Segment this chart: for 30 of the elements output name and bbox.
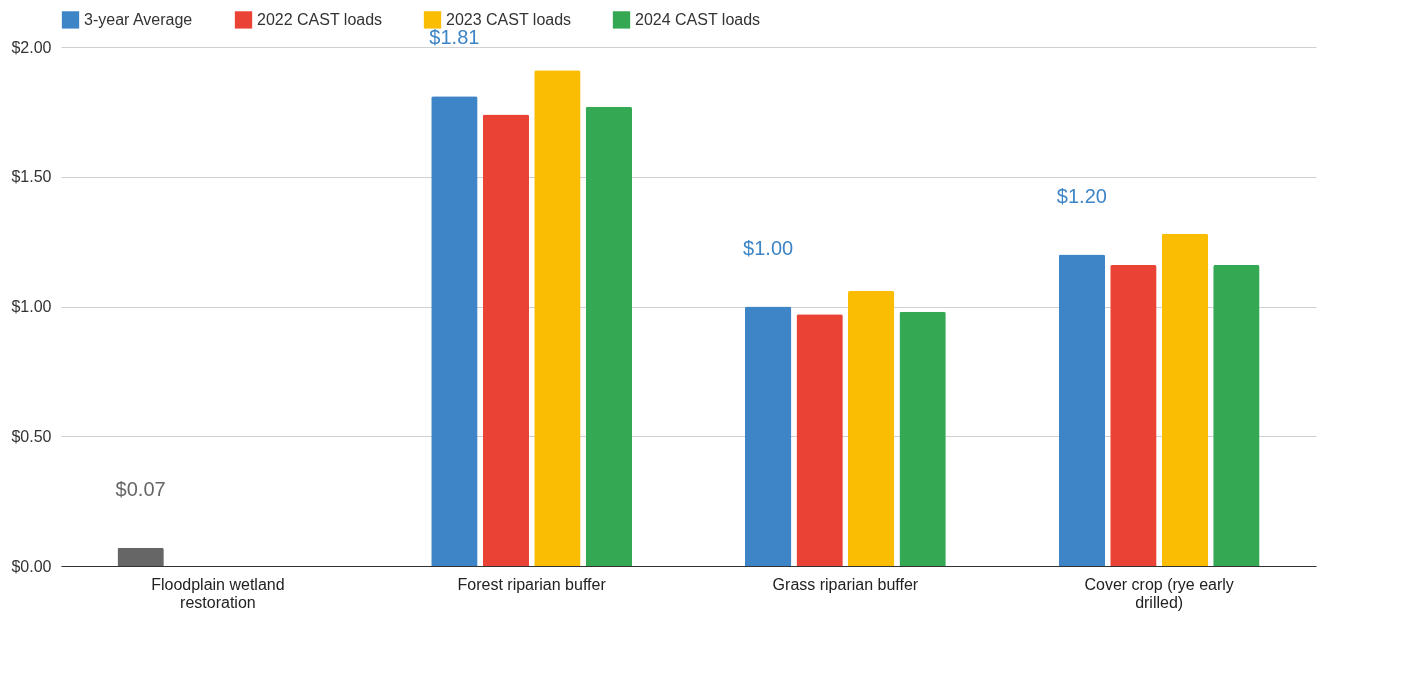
bar <box>1161 233 1209 566</box>
bar <box>1213 264 1260 566</box>
bar <box>1110 264 1157 566</box>
bar <box>847 290 895 566</box>
x-tick-label: Grass riparian buffer <box>772 575 919 593</box>
bar <box>585 106 633 566</box>
legend-label: 2022 CAST loads <box>257 10 383 28</box>
y-tick-label: $2.00 <box>11 38 52 56</box>
bar <box>117 547 164 566</box>
legend-label: 2023 CAST loads <box>446 10 572 28</box>
y-tick-label: $0.00 <box>11 557 52 575</box>
bar <box>796 314 843 566</box>
x-tick-label: Floodplain wetland restoration <box>151 575 285 611</box>
bar <box>534 70 581 566</box>
x-tick-label: Cover crop (rye early drilled) <box>1084 575 1234 611</box>
bar <box>1058 254 1106 566</box>
x-tick-label: Forest riparian buffer <box>457 575 607 593</box>
legend-label: 3-year Average <box>84 10 193 28</box>
y-tick-label: $1.50 <box>11 168 52 186</box>
bar <box>431 96 478 566</box>
data-label: $1.00 <box>743 236 794 259</box>
bar <box>744 306 792 566</box>
bar <box>482 114 530 566</box>
data-label: $1.81 <box>429 26 480 49</box>
bar <box>899 311 946 566</box>
y-tick-label: $0.50 <box>11 427 52 445</box>
y-tick-label: $1.00 <box>11 298 52 315</box>
legend-label: 2024 CAST loads <box>635 10 761 28</box>
data-label: $0.07 <box>115 477 166 500</box>
data-label: $1.20 <box>1056 184 1107 207</box>
